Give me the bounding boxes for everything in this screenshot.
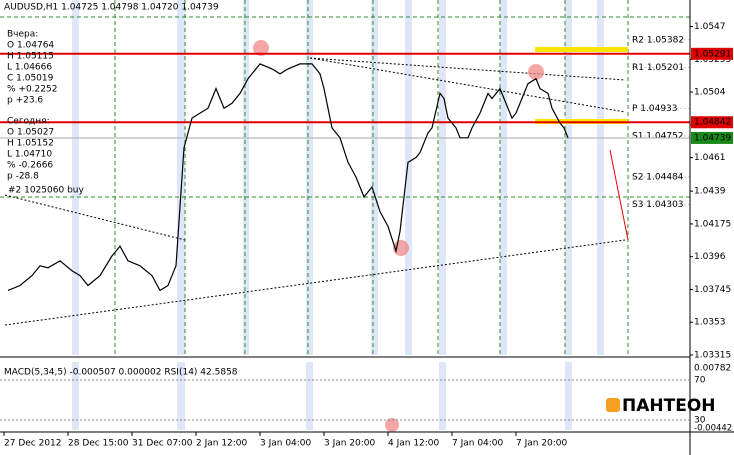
info-line: O 1.04764	[7, 41, 54, 51]
trend-lines	[4, 57, 626, 326]
level-tag	[691, 116, 733, 129]
y-tick-label: 1.0439	[694, 187, 726, 197]
y-tick-label: 1.0396	[694, 252, 726, 262]
x-tick-label: 3 Jan 20:00	[324, 439, 376, 449]
x-tick-label: 27 Dec 2012	[4, 439, 62, 449]
info-line: % +0.2252	[7, 85, 57, 95]
y-tick-label: 1.0461	[694, 153, 726, 163]
y-tick-label: 1.0353	[694, 318, 726, 328]
indicator-title: MACD(5,34,5) -0.000507 0.000002 RSI(14) …	[4, 368, 238, 378]
pivot-label: P 1.04933	[632, 104, 678, 114]
info-line: H 1.05152	[7, 139, 54, 149]
x-tick-label: 2 Jan 12:00	[196, 439, 248, 449]
price-line	[7, 63, 569, 292]
y-tick-label: 1.0547	[694, 22, 726, 32]
level-tag	[691, 47, 733, 60]
indicator-axis-label: -0.00442	[694, 424, 732, 434]
pivot-label: S3 1.04303	[632, 200, 684, 210]
info-line: O 1.05027	[7, 128, 54, 138]
level-label: 1.05291	[694, 49, 731, 59]
price-tag	[691, 131, 733, 144]
x-tick-label: 3 Jan 04:00	[260, 439, 312, 449]
info-line: % -0.2666	[7, 161, 53, 171]
pivot-label: R2 1.05382	[632, 35, 684, 45]
highlight	[535, 47, 628, 52]
session-bands	[72, 0, 604, 430]
indicator-axis-label: 70	[694, 376, 706, 386]
y-tick-label: 1.03315	[694, 351, 731, 361]
y-tick-label: 1.0504	[694, 88, 726, 98]
forecast-line	[609, 149, 629, 241]
level-label: 1.04842	[694, 118, 731, 128]
y-tick-label: 1.04175	[694, 219, 731, 229]
indicator-levels	[0, 379, 690, 421]
logo: ПАНТЕОН	[606, 396, 716, 416]
y-tick-label: 1.03745	[694, 285, 731, 295]
info-line: p -28.8	[7, 172, 39, 182]
x-tick-label: 28 Dec 15:00	[68, 439, 129, 449]
chart-title: AUDUSD,H1 1.04725 1.04798 1.04720 1.0473…	[4, 3, 219, 13]
indicator-axis-label: 0.00782	[694, 364, 731, 374]
x-tick-label: 31 Dec 07:00	[132, 439, 193, 449]
info-line: p +23.6	[7, 96, 43, 106]
x-tick-label: 4 Jan 12:00	[388, 439, 440, 449]
pivot-label: R1 1.05201	[632, 63, 684, 73]
info-line: C 1.05019	[7, 74, 54, 84]
x-tick-label: 7 Jan 04:00	[452, 439, 504, 449]
indicator-axis-label: 30	[694, 416, 706, 426]
order-label: #2 1025060 buy	[8, 186, 84, 196]
logo-text: ПАНТЕОН	[622, 396, 716, 416]
pivot-label: S1 1.04752	[632, 131, 684, 141]
info-line: H 1.05115	[7, 52, 54, 62]
info-line: L 1.04710	[7, 150, 52, 160]
pivot-label: S2 1.04484	[632, 172, 684, 182]
info-line: Сегодня:	[7, 117, 50, 127]
info-line: L 1.04666	[7, 63, 52, 73]
x-tick-label: 7 Jan 20:00	[516, 439, 568, 449]
price-label: 1.04739	[694, 133, 731, 143]
info-line: Вчера:	[7, 30, 38, 40]
day-separators	[0, 0, 690, 355]
